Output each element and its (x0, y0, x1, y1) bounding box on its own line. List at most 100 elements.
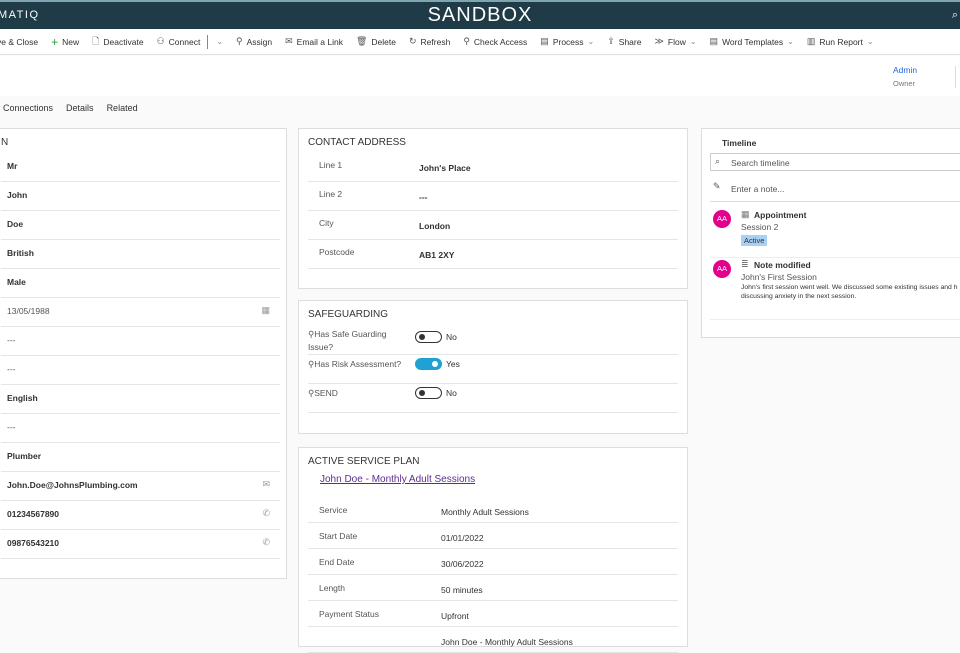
toolbar-label: Deactivate (103, 36, 144, 47)
field-value: 50 minutes (441, 585, 483, 595)
toolbar-button-word-templates[interactable]: ▤ Word Templates (710, 36, 784, 47)
owner-link[interactable]: Admin (893, 65, 918, 75)
toolbar-button-run-report[interactable]: ▥ Run Report (807, 36, 863, 47)
chevron-down-icon[interactable]: ⌄ (587, 37, 595, 46)
item-type: Note modified (754, 260, 811, 270)
toolbar-button-deactivate[interactable]: 🗋 Deactivate (92, 34, 143, 50)
toolbar-label: ve & Close (0, 36, 39, 47)
contact-address-section: CONTACT ADDRESS Line 1 John's Place Line 2… (298, 128, 688, 289)
field-row[interactable]: 09876543210 ✆ (1, 530, 280, 559)
toggle-switch[interactable] (415, 358, 442, 370)
field-label: Line 1 (319, 160, 343, 170)
section-title: CONTACT ADDRESS (308, 137, 406, 148)
owner-field: Admin Owner (893, 65, 917, 88)
item-subtitle: Session 2 (741, 222, 779, 232)
service-plan-row[interactable]: Service Monthly Adult Sessions (308, 497, 678, 523)
field-row[interactable]: 13/05/1988 ▦ (1, 298, 280, 327)
toolbar-label: Share (618, 36, 642, 47)
search-icon[interactable]: ⌕ (951, 9, 958, 21)
toolbar-label: New (62, 36, 80, 47)
lock-icon: ⚲ (308, 329, 315, 339)
tab-related[interactable]: Related (106, 103, 138, 113)
service-plan-row[interactable]: Length 50 minutes (308, 575, 678, 601)
tab-connections[interactable]: Connections (3, 103, 54, 113)
phone-icon[interactable]: ✆ (262, 537, 270, 547)
chevron-down-icon[interactable]: ⌄ (689, 37, 697, 46)
field-row[interactable]: English (1, 385, 280, 414)
toolbar-button-new[interactable]: + New (51, 35, 79, 49)
service-plan-row[interactable]: Payment Status Upfront (308, 601, 678, 627)
field-value: AB1 2XY (419, 250, 455, 260)
address-row[interactable]: City London (308, 211, 678, 240)
field-value: English (7, 393, 38, 403)
field-value: 30/06/2022 (441, 559, 484, 569)
record-header: Admin Owner (0, 56, 960, 96)
address-row[interactable]: Postcode AB1 2XY (308, 240, 678, 269)
field-row[interactable]: British (1, 240, 280, 269)
field-value: Mr (7, 161, 18, 171)
calendar-icon[interactable]: ▦ (261, 305, 270, 315)
field-row[interactable]: --- (1, 356, 280, 385)
service-plan-row[interactable]: John Doe - Monthly Adult Sessions (308, 627, 678, 653)
email-icon[interactable]: ✉ (262, 479, 270, 489)
safeguarding-row: ⚲Has Safe Guarding Issue? No (308, 325, 678, 355)
refresh-icon: ↻ (409, 36, 417, 46)
timeline-search[interactable]: ⌕ Search timeline (710, 153, 960, 171)
toolbar-button-flow[interactable]: ≫ Flow (654, 36, 685, 47)
field-value: 13/05/1988 (7, 306, 50, 316)
avatar: AA (713, 260, 731, 278)
toolbar-button-connect[interactable]: ⚇ Connect (157, 36, 201, 47)
field-row[interactable]: --- (1, 414, 280, 443)
timeline-section: Timeline ⌕ Search timeline ✎ Enter a not… (701, 128, 960, 338)
field-row[interactable]: John (1, 182, 280, 211)
toolbar-button-share[interactable]: ⇪ Share (607, 36, 641, 47)
field-row[interactable]: Doe (1, 211, 280, 240)
toolbar-label: Process (552, 36, 584, 47)
pencil-icon: ✎ (713, 181, 721, 191)
toolbar-button-process[interactable]: ▤ Process (540, 36, 583, 47)
field-label: City (319, 218, 334, 228)
field-row[interactable]: John.Doe@JohnsPlumbing.com ✉ (1, 472, 280, 501)
toolbar-label: Delete (371, 36, 396, 47)
chevron-down-icon[interactable]: ⌄ (216, 37, 224, 46)
plus-icon: + (51, 34, 59, 49)
field-value: --- (7, 422, 16, 432)
toolbar-button-email-a-link[interactable]: ✉ Email a Link (285, 36, 343, 47)
service-plan-row[interactable]: Start Date 01/01/2022 (308, 523, 678, 549)
field-row[interactable]: Male (1, 269, 280, 298)
address-row[interactable]: Line 2 --- (308, 182, 678, 211)
process-icon: ▤ (540, 36, 549, 46)
tab-details[interactable]: Details (66, 103, 94, 113)
service-plan-row[interactable]: End Date 30/06/2022 (308, 549, 678, 575)
note-input[interactable]: ✎ Enter a note... (710, 175, 960, 202)
field-value: Male (7, 277, 26, 287)
field-row[interactable]: --- (1, 327, 280, 356)
field-row[interactable]: 01234567890 ✆ (1, 501, 280, 530)
toolbar-button-check-access[interactable]: ⚲ Check Access (463, 36, 527, 47)
toolbar-button-refresh[interactable]: ↻ Refresh (409, 36, 450, 47)
toolbar-button-ve-close[interactable]: ve & Close (0, 37, 38, 47)
toggle-switch[interactable] (415, 331, 442, 343)
divider (955, 66, 956, 88)
toolbar-label: Refresh (420, 36, 451, 47)
chevron-down-icon[interactable]: ⌄ (787, 37, 794, 46)
owner-label: Owner (893, 79, 916, 88)
service-plan-link[interactable]: John Doe - Monthly Adult Sessions (320, 474, 476, 485)
toggle-switch[interactable] (415, 387, 442, 399)
address-row[interactable]: Line 1 John's Place (308, 153, 678, 182)
phone-icon[interactable]: ✆ (262, 508, 270, 518)
toolbar-button-assign[interactable]: ⚲ Assign (236, 36, 272, 47)
email-link-icon: ✉ (285, 36, 293, 46)
chevron-down-icon[interactable]: ⌄ (866, 37, 874, 46)
field-label: Start Date (319, 531, 358, 541)
field-row[interactable]: Plumber (1, 443, 280, 472)
field-value: --- (7, 335, 16, 345)
check-access-icon: ⚲ (463, 36, 470, 46)
toolbar-button-delete[interactable]: 🗑 Delete (356, 36, 396, 47)
toolbar-label: Word Templates (722, 36, 784, 47)
field-row[interactable]: Mr (1, 153, 280, 182)
report-icon: ▥ (806, 36, 816, 46)
toolbar-label: Connect (168, 36, 201, 47)
toggle-value: Yes (446, 359, 460, 369)
field-value: John (7, 190, 28, 200)
